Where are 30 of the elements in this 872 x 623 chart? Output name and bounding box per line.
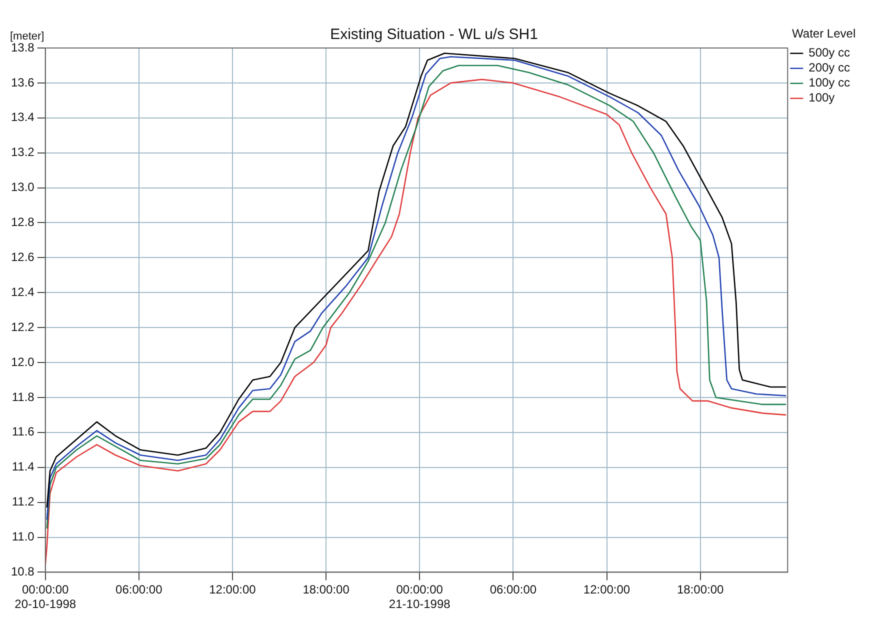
y-tick-label: 11.8 [12,390,35,404]
y-tick-label: 12.2 [10,320,35,334]
x-tick-label: 06:00:00 [116,582,163,597]
x-tick-label: 12:00:00 [583,582,630,597]
x-tick-label: 06:00:00 [490,582,537,597]
chart-title: Existing Situation - WL u/s SH1 [330,26,538,44]
legend-label: 500y cc [808,46,850,60]
y-tick-label: 11.0 [12,530,35,544]
y-tick-label: 12.4 [10,284,35,299]
legend-label: 100y [808,90,835,105]
x-tick-label: 12:00:00 [209,582,256,597]
legend-label: 200y cc [808,60,850,75]
y-tick-label: 11.4 [12,460,35,474]
y-tick-label: 11.6 [12,424,35,439]
x-tick-label: 18:00:00 [302,582,350,597]
x-tick-label: 00:00:00 20-10-1998 [14,582,76,612]
x-tick-label: 18:00:00 [676,582,724,597]
y-tick-label: 13.0 [10,180,35,194]
x-tick-label: 00:00:00 21-10-1998 [388,582,451,612]
y-tick-label: 12.8 [10,215,35,230]
legend-title: Water Level [792,26,856,40]
y-tick-label: 12.6 [10,250,35,264]
y-tick-label: 13.6 [10,75,35,90]
legend-label: 100y cc [808,76,850,90]
y-axis-title: [meter] [10,30,44,43]
y-tick-label: 11.2 [12,494,35,509]
y-tick-label: 12.0 [10,354,35,369]
y-tick-label: 13.4 [10,110,35,124]
y-tick-label: 10.8 [10,564,35,579]
y-tick-label: 13.2 [10,145,35,160]
